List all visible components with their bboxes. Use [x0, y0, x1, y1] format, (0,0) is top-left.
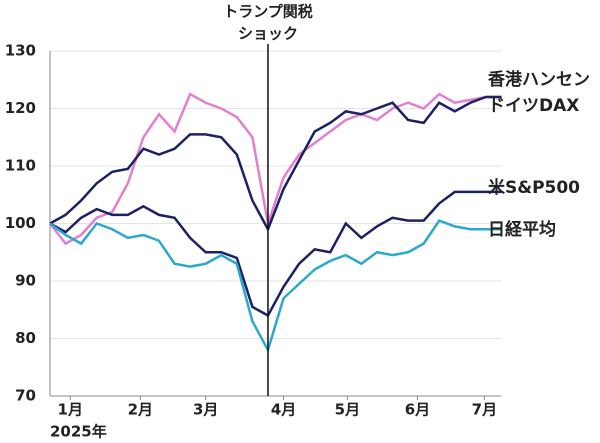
series-line	[49, 219, 502, 354]
series-line	[49, 190, 502, 318]
series-label: ドイツDAX	[488, 96, 579, 116]
year-label: 2025年	[50, 423, 107, 441]
x-tick-label: 5月	[335, 401, 360, 419]
y-tick-label: 110	[5, 157, 36, 175]
y-tick-label: 130	[5, 42, 36, 60]
annotation: トランプ関税	[223, 3, 313, 21]
y-tick-label: 100	[5, 214, 36, 232]
series-line	[49, 92, 502, 246]
x-tick-label: 6月	[405, 401, 430, 419]
series-label: 米S&P500	[488, 177, 580, 198]
x-tick-label: 4月	[271, 401, 296, 419]
y-tick-label: 120	[5, 99, 36, 117]
series-label: 香港ハンセン	[488, 69, 590, 90]
x-tick-label: 3月	[193, 401, 218, 419]
x-tick-label: 1月	[58, 401, 83, 419]
x-tick-label: 7月	[472, 401, 497, 419]
series-line	[49, 95, 502, 233]
y-tick-label: 90	[15, 272, 36, 290]
x-tick-label: 2月	[128, 401, 153, 419]
y-tick-label: 70	[15, 387, 36, 405]
annotation: ショック	[238, 25, 298, 43]
y-tick-label: 80	[15, 329, 36, 347]
series-label: 日経平均	[488, 219, 556, 240]
